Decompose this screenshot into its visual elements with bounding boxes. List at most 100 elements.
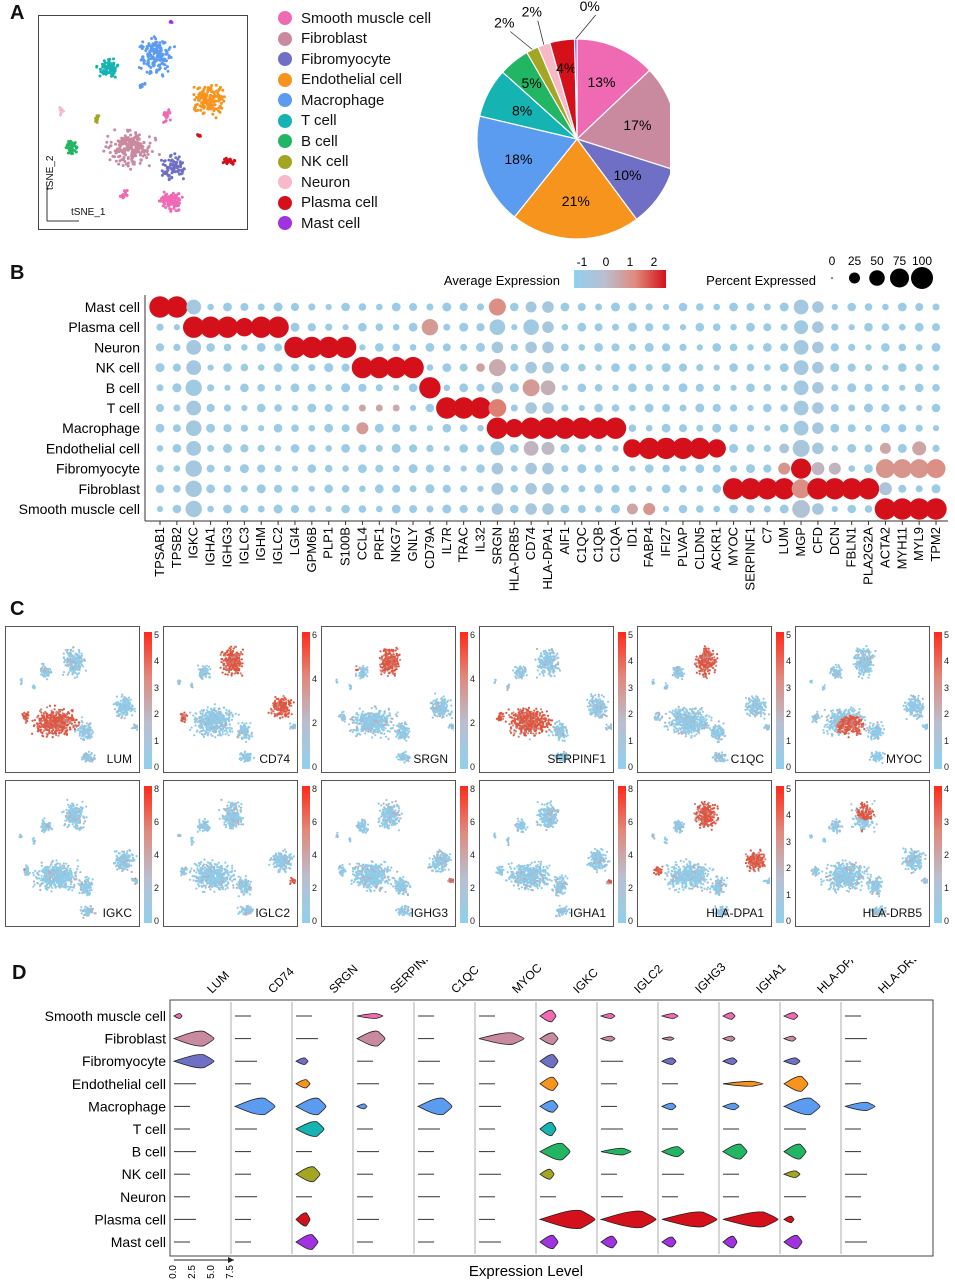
feature-point <box>434 702 437 705</box>
dot-plasma-cell-mgp <box>794 320 809 335</box>
dot-t-cell-cfd <box>812 402 824 414</box>
dot-gene-label-ifi27: IFI27 <box>658 527 673 557</box>
feature-point <box>361 668 364 671</box>
dot-t-cell-trac <box>453 397 475 419</box>
feature-point <box>228 668 231 671</box>
feature-point <box>114 702 117 705</box>
dot-macrophage-iglc3 <box>240 424 248 432</box>
feature-point <box>225 659 228 662</box>
feature-point <box>191 683 194 686</box>
size-legend-tick: 25 <box>848 254 862 268</box>
dot-b-cell-ighm <box>257 384 266 392</box>
dot-endothelial-cell-gpm6b <box>308 444 316 453</box>
feature-point <box>225 708 228 712</box>
dot-plasma-cell-il32 <box>476 323 485 332</box>
dot-b-cell-nkg7 <box>393 384 400 391</box>
feature-point <box>380 723 383 726</box>
tsne-point <box>156 64 160 68</box>
dot-smooth-muscle-cell-lum <box>779 504 789 514</box>
feature-point <box>58 732 61 735</box>
feature-point <box>85 753 88 756</box>
legend-item-b-cell: B cell <box>278 131 338 151</box>
feature-point <box>379 669 382 672</box>
dot-endothelial-cell-myl9 <box>912 441 927 456</box>
feature-point <box>240 728 243 731</box>
dot-plasma-cell-trac <box>459 322 469 332</box>
feature-point <box>85 722 88 725</box>
feature-point <box>203 665 206 668</box>
feature-point <box>36 723 39 726</box>
feature-point <box>32 724 35 728</box>
feature-point <box>87 750 91 753</box>
feature-point <box>357 674 360 677</box>
color-legend-tick: 2 <box>651 255 658 269</box>
feature-point <box>395 646 398 649</box>
feature-point <box>89 726 92 729</box>
tsne-point <box>229 159 233 162</box>
dot-gene-label-plvap: PLVAP <box>675 527 690 567</box>
dot-t-cell-c1qa <box>611 404 620 412</box>
tsne-point <box>116 63 120 67</box>
feature-point <box>442 695 445 698</box>
tsne-point <box>222 95 226 99</box>
feature-point <box>61 728 65 731</box>
legend-label: Macrophage <box>301 91 385 109</box>
feature-point <box>120 695 123 698</box>
feature-point <box>363 672 367 675</box>
feature-point <box>224 665 227 668</box>
feature-point <box>395 665 398 668</box>
dot-fibromyocyte-iglc3 <box>239 464 249 474</box>
feature-point <box>80 716 84 719</box>
feature-point <box>119 703 122 707</box>
feature-point <box>280 709 283 712</box>
feature-point <box>384 668 387 671</box>
tsne-point <box>157 45 160 49</box>
tsne-point <box>102 149 106 153</box>
dot-t-cell-srgn <box>488 399 507 417</box>
feature-point <box>280 697 283 700</box>
dot-mast-cell-iglc3 <box>240 303 249 311</box>
dot-fibromyocyte-cfd <box>811 462 825 476</box>
feature-point <box>273 705 276 709</box>
dot-plasma-cell-hla-dpa1 <box>542 321 554 333</box>
feature-point <box>128 706 131 709</box>
color-legend-bar <box>574 270 666 288</box>
feature-point <box>205 714 208 717</box>
dot-plasma-cell-plvap <box>679 324 687 331</box>
feature-point <box>231 652 234 656</box>
dot-t-cell-lum <box>780 404 788 412</box>
feature-point <box>252 756 256 759</box>
feature-point <box>292 723 295 726</box>
feature-point <box>389 660 392 663</box>
dot-row-label-fibromyocyte: Fibromyocyte <box>56 461 140 477</box>
feature-point <box>357 714 360 717</box>
feature-point <box>216 727 220 730</box>
legend-swatch <box>278 134 292 148</box>
feature-point <box>69 728 72 731</box>
dot-plasma-cell-tpsb2 <box>173 324 180 331</box>
feature-point <box>193 734 196 737</box>
tsne-point <box>121 148 125 152</box>
feature-point <box>226 731 229 734</box>
dot-macrophage-fabp4 <box>645 424 653 432</box>
dot-t-cell-ackr1 <box>712 403 721 413</box>
feature-point <box>281 716 284 719</box>
dot-macrophage-ighg3 <box>223 424 232 433</box>
dot-row-label-endothelial-cell: Endothelial cell <box>46 440 140 456</box>
dot-b-cell-c1qb <box>594 384 603 392</box>
tsne-point <box>202 87 206 91</box>
dot-b-cell-tpsb2 <box>172 383 182 393</box>
dot-smooth-muscle-cell-myl9 <box>908 498 930 520</box>
dot-smooth-muscle-cell-c1qc <box>577 505 586 513</box>
feature-point <box>394 663 397 666</box>
dot-gene-label-iglc2: IGLC2 <box>270 527 285 565</box>
feature-point <box>219 720 222 723</box>
dot-gene-label-igkc: IGKC <box>186 527 201 559</box>
feature-point <box>62 671 66 674</box>
feature-point <box>73 657 76 660</box>
feature-point <box>377 714 380 717</box>
dot-macrophage-cldn5 <box>696 424 704 432</box>
dot-endothelial-cell-serpinf1 <box>746 444 755 453</box>
tsne-cluster-macrophage <box>137 35 176 78</box>
size-legend-dot <box>869 270 885 286</box>
